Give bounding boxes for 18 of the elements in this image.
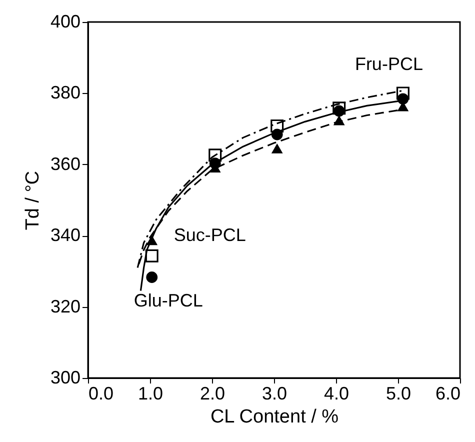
y-tick-label: 360 xyxy=(50,154,80,174)
x-tick-label: 4.0 xyxy=(324,384,350,404)
x-tick-label: 5.0 xyxy=(386,384,412,404)
series-label: Glu-PCL xyxy=(134,290,203,310)
y-axis-title: Td / °C xyxy=(22,170,44,230)
y-tick-label: 300 xyxy=(50,368,80,388)
x-tick-label: 3.0 xyxy=(262,384,288,404)
x-tick-label: 2.0 xyxy=(200,384,226,404)
x-axis-title: CL Content / % xyxy=(210,406,339,428)
x-tick-label: 6.0 xyxy=(435,384,460,404)
x-tick-label: 1.0 xyxy=(138,384,164,404)
y-tick-label: 320 xyxy=(50,296,80,316)
y-tick-label: 400 xyxy=(50,12,80,32)
series-label: Suc-PCL xyxy=(174,225,246,246)
y-tick-label: 380 xyxy=(50,82,80,103)
series-label: Fru-PCL xyxy=(354,54,423,74)
y-tick-label: 340 xyxy=(50,225,80,246)
x-tick-label: 0.0 xyxy=(88,384,114,404)
